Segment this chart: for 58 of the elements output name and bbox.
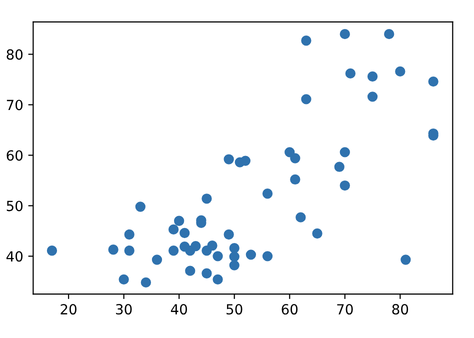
point	[224, 154, 234, 164]
y-tick-label: 80	[6, 49, 23, 60]
point	[290, 174, 300, 185]
point	[367, 92, 378, 102]
point	[202, 268, 212, 278]
x-tick-label: 20	[60, 304, 76, 315]
point	[124, 246, 134, 256]
point	[340, 180, 350, 191]
point	[296, 212, 306, 222]
x-tick-label: 50	[226, 304, 242, 315]
point	[168, 224, 179, 235]
point	[185, 266, 196, 276]
point	[400, 254, 411, 265]
point	[212, 251, 223, 262]
x-tick-label: 30	[116, 304, 132, 315]
y-tick-label: 50	[6, 200, 23, 212]
point	[340, 29, 350, 40]
y-tick-label: 60	[6, 150, 23, 161]
point	[118, 274, 129, 285]
point	[168, 246, 179, 256]
point	[301, 94, 312, 104]
point	[212, 274, 223, 285]
point	[384, 29, 394, 40]
point	[190, 241, 201, 252]
point	[290, 153, 300, 164]
point	[345, 68, 356, 79]
point	[207, 240, 218, 251]
point	[46, 246, 58, 256]
point	[174, 216, 184, 226]
point	[124, 229, 134, 240]
point	[312, 228, 322, 239]
point	[224, 229, 234, 240]
x-tick-label: 80	[392, 304, 408, 315]
x-tick-label: 40	[170, 304, 188, 315]
y-tick-label: 40	[6, 251, 23, 262]
point	[202, 194, 212, 204]
point	[367, 71, 378, 82]
x-tick-label: 60	[282, 304, 298, 315]
point	[229, 260, 240, 270]
point	[108, 244, 118, 255]
point	[340, 147, 350, 158]
point	[334, 162, 344, 172]
point	[229, 243, 240, 254]
point	[240, 156, 250, 166]
point	[284, 147, 295, 158]
point	[135, 202, 146, 212]
point	[262, 188, 273, 199]
point	[262, 251, 273, 262]
y-tick-label: 70	[6, 100, 23, 110]
point	[152, 254, 162, 265]
point	[428, 76, 438, 87]
point	[395, 66, 406, 77]
point	[301, 36, 312, 46]
point	[246, 250, 256, 260]
point	[180, 228, 190, 238]
point	[229, 252, 240, 262]
point	[140, 277, 152, 288]
x-tick-label: 70	[337, 304, 353, 315]
